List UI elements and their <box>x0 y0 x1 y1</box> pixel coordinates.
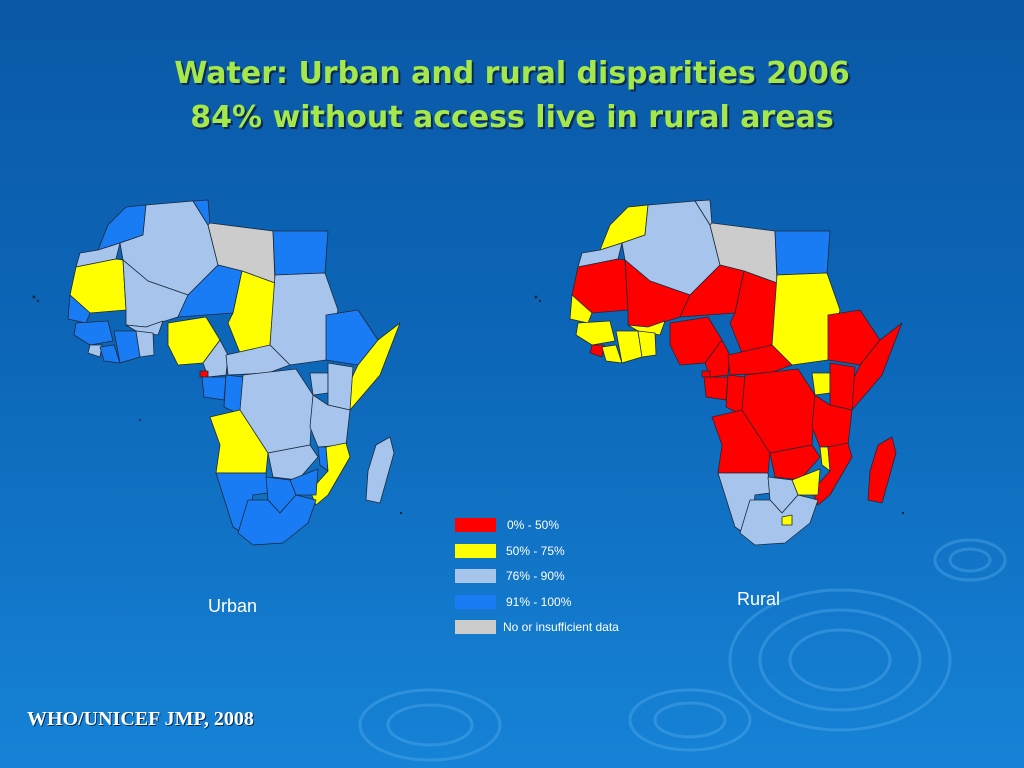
rural-africa-map <box>534 199 905 546</box>
map-region-mozambique <box>811 442 853 506</box>
source-citation: WHO/UNICEF JMP, 2008 <box>27 708 254 730</box>
map-region-zambia <box>267 444 319 481</box>
map-region-equatorial-guinea <box>701 370 711 378</box>
map-region-car <box>225 344 291 376</box>
map-region-gabon <box>703 376 729 401</box>
map-region-burkina-faso <box>627 320 666 336</box>
map-region-egypt <box>774 230 831 276</box>
map-region-car <box>727 344 793 376</box>
title-line-1: Water: Urban and rural disparities 2006 <box>174 56 850 91</box>
map-region-namibia <box>717 472 771 538</box>
legend-swatch-blue <box>455 594 496 609</box>
legend-label: 76% - 90% <box>506 569 565 583</box>
map-region-uganda <box>309 372 329 396</box>
title-line-2: 84% without access live in rural areas <box>190 100 834 135</box>
map-region-sierra-leone <box>589 344 605 358</box>
legend-label: No or insufficient data <box>503 620 619 634</box>
slide-title: Water: Urban and rural disparities 2006 … <box>0 52 1024 140</box>
rural-map-label: Rural <box>737 589 781 609</box>
map-region-mozambique <box>309 442 351 506</box>
legend-swatch-yellow <box>455 543 496 558</box>
map-region-madagascar <box>867 436 897 504</box>
legend-label: 0% - 50% <box>507 518 560 532</box>
legend-label: 50% - 75% <box>506 543 565 558</box>
map-region-lesotho <box>781 514 793 526</box>
map-region-south-africa <box>739 494 819 546</box>
map-region-egypt <box>272 230 329 276</box>
map-region-gabon <box>201 376 227 401</box>
map-region-madagascar <box>365 436 395 504</box>
urban-africa-map <box>32 199 403 546</box>
map-region-uganda <box>811 372 831 396</box>
map-region-ghana <box>135 330 155 358</box>
map-region-ghana <box>637 330 657 358</box>
map-region-guinea <box>575 320 616 346</box>
map-region-guinea <box>73 320 114 346</box>
legend-label: 91% - 100% <box>506 594 572 609</box>
map-region-burkina-faso <box>125 320 164 336</box>
map-region-south-africa <box>237 494 317 546</box>
map-region-kenya <box>829 362 856 411</box>
map-region-kenya <box>327 362 354 411</box>
legend-swatch-red <box>455 518 496 532</box>
map-region-zambia <box>769 444 821 481</box>
map-region-sierra-leone <box>87 344 103 358</box>
map-region-equatorial-guinea <box>199 370 209 378</box>
map-region-namibia <box>215 472 269 538</box>
legend-swatch-light-blue <box>455 569 496 583</box>
urban-map-label: Urban <box>208 596 258 616</box>
legend-swatch-grey <box>455 620 496 634</box>
